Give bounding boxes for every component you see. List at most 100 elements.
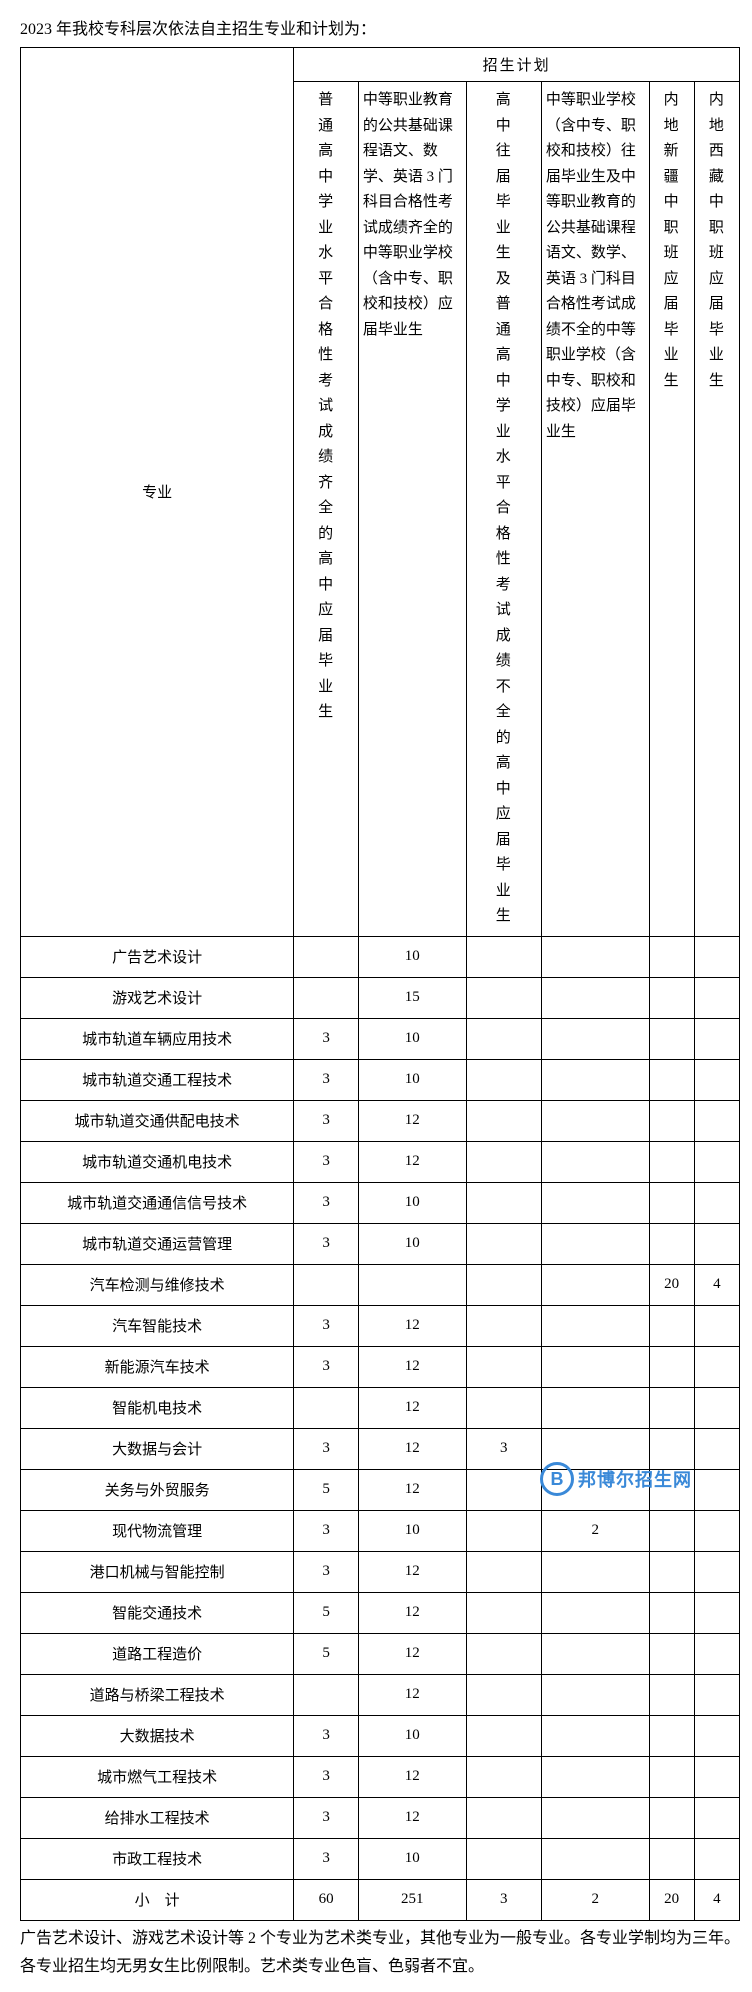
major-cell: 新能源汽车技术 (21, 1346, 294, 1387)
value-cell (649, 1182, 694, 1223)
value-cell (649, 1756, 694, 1797)
major-cell: 道路与桥梁工程技术 (21, 1674, 294, 1715)
subtotal-row: 小 计6025132204 (21, 1879, 740, 1920)
value-cell (294, 1387, 359, 1428)
value-cell (649, 977, 694, 1018)
value-cell (294, 977, 359, 1018)
header-plan: 招生计划 (294, 48, 740, 82)
value-cell (466, 1059, 541, 1100)
value-cell (694, 1715, 739, 1756)
value-cell (649, 936, 694, 977)
value-cell (466, 1469, 541, 1510)
major-cell: 城市轨道交通供配电技术 (21, 1100, 294, 1141)
value-cell (694, 1059, 739, 1100)
value-cell (541, 1059, 649, 1100)
table-row: 城市轨道交通运营管理310 (21, 1223, 740, 1264)
subtotal-cell: 4 (694, 1879, 739, 1920)
value-cell (466, 1141, 541, 1182)
value-cell (694, 1346, 739, 1387)
value-cell: 5 (294, 1469, 359, 1510)
value-cell (541, 1838, 649, 1879)
value-cell: 12 (358, 1592, 466, 1633)
value-cell: 5 (294, 1592, 359, 1633)
value-cell (294, 936, 359, 977)
value-cell (541, 1674, 649, 1715)
value-cell: 10 (358, 1059, 466, 1100)
value-cell (649, 1059, 694, 1100)
value-cell (694, 1100, 739, 1141)
table-row: 道路工程造价512 (21, 1633, 740, 1674)
value-cell: 3 (294, 1059, 359, 1100)
value-cell: 3 (294, 1797, 359, 1838)
page-title: 2023 年我校专科层次依法自主招生专业和计划为： (20, 15, 732, 39)
value-cell: 3 (294, 1428, 359, 1469)
value-cell: 4 (694, 1264, 739, 1305)
value-cell (694, 1141, 739, 1182)
value-cell: 3 (466, 1428, 541, 1469)
value-cell (694, 1838, 739, 1879)
value-cell: 5 (294, 1633, 359, 1674)
value-cell: 10 (358, 1715, 466, 1756)
value-cell (649, 1100, 694, 1141)
value-cell: 3 (294, 1551, 359, 1592)
value-cell: 3 (294, 1223, 359, 1264)
table-row: 汽车智能技术312 (21, 1305, 740, 1346)
value-cell (541, 1387, 649, 1428)
value-cell: 12 (358, 1100, 466, 1141)
value-cell (694, 1223, 739, 1264)
value-cell: 10 (358, 1510, 466, 1551)
major-cell: 智能机电技术 (21, 1387, 294, 1428)
value-cell: 12 (358, 1633, 466, 1674)
value-cell (294, 1264, 359, 1305)
value-cell (649, 1633, 694, 1674)
value-cell: 15 (358, 977, 466, 1018)
value-cell (466, 1100, 541, 1141)
value-cell (694, 1674, 739, 1715)
value-cell (466, 1633, 541, 1674)
value-cell (649, 1551, 694, 1592)
value-cell (541, 1797, 649, 1838)
value-cell: 12 (358, 1756, 466, 1797)
value-cell (466, 1797, 541, 1838)
value-cell (694, 1633, 739, 1674)
value-cell (466, 1223, 541, 1264)
value-cell: 3 (294, 1510, 359, 1551)
value-cell (541, 1223, 649, 1264)
table-row: 城市轨道车辆应用技术310 (21, 1018, 740, 1059)
enrollment-table: 专业 招生计划 普通高中学业水平合格性考试成绩齐全的高中应届毕业生 中等职业教育… (20, 47, 740, 1921)
value-cell (649, 1223, 694, 1264)
major-cell: 汽车智能技术 (21, 1305, 294, 1346)
table-row: 游戏艺术设计15 (21, 977, 740, 1018)
value-cell (694, 1756, 739, 1797)
value-cell (466, 1838, 541, 1879)
major-cell: 给排水工程技术 (21, 1797, 294, 1838)
value-cell (466, 1018, 541, 1059)
value-cell (649, 1715, 694, 1756)
value-cell: 10 (358, 1838, 466, 1879)
table-row: 汽车检测与维修技术204 (21, 1264, 740, 1305)
value-cell (694, 1551, 739, 1592)
value-cell (694, 1387, 739, 1428)
value-cell: 10 (358, 1223, 466, 1264)
value-cell (541, 977, 649, 1018)
table-row: 城市燃气工程技术312 (21, 1756, 740, 1797)
value-cell (649, 1797, 694, 1838)
value-cell: 3 (294, 1305, 359, 1346)
value-cell (694, 1469, 739, 1510)
value-cell (466, 1264, 541, 1305)
value-cell (466, 1346, 541, 1387)
value-cell (541, 1018, 649, 1059)
value-cell (466, 1510, 541, 1551)
value-cell (541, 1182, 649, 1223)
watermark-icon: B (540, 1462, 574, 1496)
value-cell (541, 1141, 649, 1182)
value-cell (466, 977, 541, 1018)
value-cell (649, 1838, 694, 1879)
subheader-1: 普通高中学业水平合格性考试成绩齐全的高中应届毕业生 (294, 82, 359, 937)
table-row: 新能源汽车技术312 (21, 1346, 740, 1387)
major-cell: 城市轨道车辆应用技术 (21, 1018, 294, 1059)
value-cell (541, 1264, 649, 1305)
subheader-5: 内地新疆中职班应届毕业生 (649, 82, 694, 937)
value-cell (649, 1305, 694, 1346)
major-cell: 广告艺术设计 (21, 936, 294, 977)
